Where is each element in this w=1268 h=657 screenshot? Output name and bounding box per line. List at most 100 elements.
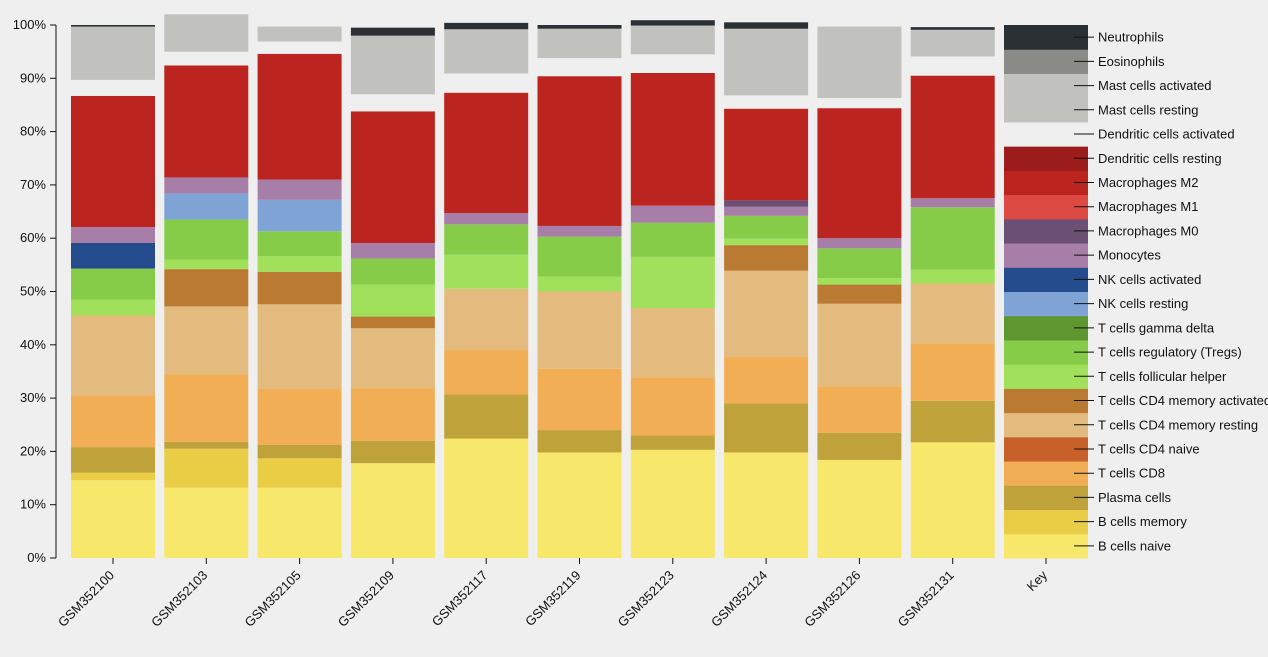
bar-segment[interactable] bbox=[257, 389, 342, 446]
bar-segment[interactable] bbox=[537, 452, 622, 558]
bar-segment[interactable] bbox=[817, 284, 902, 304]
bar-segment[interactable] bbox=[724, 206, 809, 216]
bar-segment[interactable] bbox=[537, 276, 622, 292]
bar-segment[interactable] bbox=[630, 308, 715, 378]
bar-segment[interactable] bbox=[164, 448, 249, 488]
bar-segment[interactable] bbox=[71, 268, 155, 300]
bar-segment[interactable] bbox=[724, 108, 809, 201]
bar-segment[interactable] bbox=[817, 386, 902, 433]
bar-segment[interactable] bbox=[444, 73, 529, 93]
bar-segment[interactable] bbox=[444, 22, 529, 30]
bar-segment[interactable] bbox=[350, 388, 435, 441]
bar-segment[interactable] bbox=[71, 79, 155, 96]
bar-segment[interactable] bbox=[71, 472, 155, 481]
bar-segment[interactable] bbox=[630, 435, 715, 450]
bar-segment[interactable] bbox=[350, 94, 435, 112]
bar-segment[interactable] bbox=[71, 26, 155, 80]
bar-segment[interactable] bbox=[257, 304, 342, 390]
bar-segment[interactable] bbox=[910, 207, 995, 270]
bar-segment[interactable] bbox=[164, 259, 249, 270]
bar-segment[interactable] bbox=[257, 487, 342, 558]
bar-segment[interactable] bbox=[71, 299, 155, 316]
bar-segment[interactable] bbox=[257, 41, 342, 54]
bar-segment[interactable] bbox=[537, 291, 622, 369]
bar-segment[interactable] bbox=[444, 224, 529, 255]
bar-segment[interactable] bbox=[817, 26, 902, 99]
bar-segment[interactable] bbox=[630, 54, 715, 73]
bar-segment[interactable] bbox=[71, 315, 155, 396]
bar-segment[interactable] bbox=[724, 200, 809, 207]
bar-segment[interactable] bbox=[910, 198, 995, 208]
bar-segment[interactable] bbox=[164, 269, 249, 307]
bar-segment[interactable] bbox=[164, 177, 249, 194]
bar-segment[interactable] bbox=[164, 487, 249, 558]
bar-segment[interactable] bbox=[164, 65, 249, 178]
bar-segment[interactable] bbox=[350, 328, 435, 389]
bar-segment[interactable] bbox=[910, 269, 995, 284]
bar-segment[interactable] bbox=[630, 25, 715, 55]
bar-segment[interactable] bbox=[257, 458, 342, 488]
bar-segment[interactable] bbox=[724, 245, 809, 271]
bar-segment[interactable] bbox=[444, 394, 529, 439]
bar-segment[interactable] bbox=[71, 227, 155, 243]
bar-segment[interactable] bbox=[537, 28, 622, 59]
bar-segment[interactable] bbox=[350, 463, 435, 558]
bar-segment[interactable] bbox=[630, 377, 715, 436]
bar-segment[interactable] bbox=[630, 222, 715, 257]
bar-segment[interactable] bbox=[71, 242, 155, 269]
bar-segment[interactable] bbox=[724, 403, 809, 453]
bar-segment[interactable] bbox=[817, 432, 902, 460]
bar-segment[interactable] bbox=[910, 442, 995, 558]
bar-segment[interactable] bbox=[910, 75, 995, 199]
bar-segment[interactable] bbox=[257, 271, 342, 305]
bar-segment[interactable] bbox=[537, 225, 622, 237]
bar-segment[interactable] bbox=[724, 452, 809, 558]
bar-segment[interactable] bbox=[724, 28, 809, 96]
bar-segment[interactable] bbox=[537, 368, 622, 431]
bar-segment[interactable] bbox=[257, 179, 342, 200]
bar-segment[interactable] bbox=[910, 400, 995, 443]
bar-segment[interactable] bbox=[164, 14, 249, 52]
bar-segment[interactable] bbox=[444, 254, 529, 289]
bar-segment[interactable] bbox=[350, 316, 435, 329]
bar-segment[interactable] bbox=[817, 108, 902, 239]
bar-segment[interactable] bbox=[630, 72, 715, 206]
bar-segment[interactable] bbox=[164, 441, 249, 449]
bar-segment[interactable] bbox=[350, 27, 435, 36]
bar-segment[interactable] bbox=[724, 357, 809, 404]
bar-segment[interactable] bbox=[724, 215, 809, 239]
bar-segment[interactable] bbox=[444, 349, 529, 395]
bar-segment[interactable] bbox=[71, 447, 155, 473]
bar-segment[interactable] bbox=[71, 25, 155, 27]
bar-segment[interactable] bbox=[817, 303, 902, 387]
bar-segment[interactable] bbox=[164, 193, 249, 220]
bar-segment[interactable] bbox=[724, 95, 809, 109]
bar-segment[interactable] bbox=[537, 76, 622, 226]
bar-segment[interactable] bbox=[350, 440, 435, 464]
bar-segment[interactable] bbox=[537, 58, 622, 77]
bar-segment[interactable] bbox=[630, 449, 715, 558]
bar-segment[interactable] bbox=[164, 306, 249, 375]
bar-segment[interactable] bbox=[537, 236, 622, 277]
bar-segment[interactable] bbox=[257, 53, 342, 180]
bar-segment[interactable] bbox=[630, 256, 715, 309]
bar-segment[interactable] bbox=[817, 238, 902, 249]
bar-segment[interactable] bbox=[350, 284, 435, 317]
bar-segment[interactable] bbox=[71, 480, 155, 558]
bar-segment[interactable] bbox=[817, 278, 902, 285]
bar-segment[interactable] bbox=[257, 199, 342, 232]
bar-segment[interactable] bbox=[910, 29, 995, 57]
bar-segment[interactable] bbox=[630, 20, 715, 26]
bar-segment[interactable] bbox=[444, 29, 529, 74]
bar-segment[interactable] bbox=[537, 430, 622, 453]
bar-segment[interactable] bbox=[350, 35, 435, 95]
bar-segment[interactable] bbox=[910, 56, 995, 76]
bar-segment[interactable] bbox=[71, 395, 155, 448]
bar-segment[interactable] bbox=[724, 238, 809, 246]
bar-segment[interactable] bbox=[164, 51, 249, 66]
bar-segment[interactable] bbox=[910, 283, 995, 344]
bar-segment[interactable] bbox=[444, 92, 529, 214]
bar-segment[interactable] bbox=[817, 98, 902, 109]
bar-segment[interactable] bbox=[350, 242, 435, 259]
bar-segment[interactable] bbox=[257, 445, 342, 459]
